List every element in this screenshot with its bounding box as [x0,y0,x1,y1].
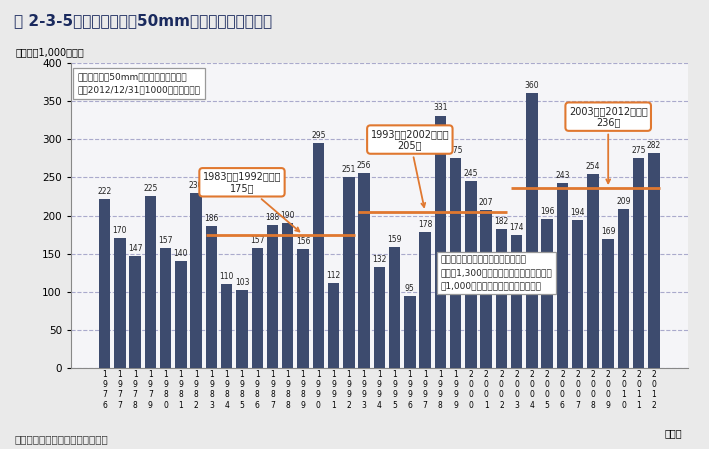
Bar [175,261,186,368]
Text: 275: 275 [632,146,646,155]
Text: 1993年～2002年平均
205回: 1993年～2002年平均 205回 [371,129,449,207]
Text: 254: 254 [586,162,601,171]
Text: 209: 209 [616,197,631,206]
Bar [633,158,644,368]
Bar [465,181,476,368]
Bar [191,193,202,368]
Text: 2003年～2012年平均
236回: 2003年～2012年平均 236回 [569,106,647,183]
Bar [481,210,492,368]
Text: 169: 169 [601,227,615,236]
Text: 360: 360 [525,81,540,90]
Bar [145,197,156,368]
Text: 275: 275 [448,146,463,155]
Text: （回数／1,000地点）: （回数／1,000地点） [16,47,84,57]
Text: 230: 230 [189,180,203,189]
Text: ・１時間降水量の年間延べ発生回数
・全国1,300地点のアメダスより集計した
・1,000地点当たりの回数としている: ・１時間降水量の年間延べ発生回数 ・全国1,300地点のアメダスより集計した ・… [441,255,553,291]
Text: 157: 157 [250,236,264,245]
Text: 188: 188 [265,213,279,222]
Bar [206,226,217,368]
Bar [282,223,294,368]
Text: 207: 207 [479,198,493,207]
Bar [435,115,446,368]
Text: （年）: （年） [664,428,682,438]
Bar [313,143,324,368]
Bar [99,199,111,368]
Bar [343,176,354,368]
Text: 174: 174 [509,223,524,232]
Bar [374,268,385,368]
Bar [572,220,584,368]
Text: 132: 132 [372,255,386,264]
Text: 103: 103 [235,277,250,286]
Bar [648,153,659,368]
Text: 182: 182 [494,217,508,226]
Bar [542,219,553,368]
Bar [160,248,172,368]
Bar [603,239,614,368]
Text: 110: 110 [220,272,234,281]
Text: 225: 225 [143,185,157,194]
Bar [419,232,431,368]
Bar [557,183,568,368]
Bar [496,229,507,368]
Bar [130,256,141,368]
Text: 95: 95 [405,284,415,293]
Text: 196: 196 [540,207,554,216]
Text: 資料：気象庁資料より環境省作成: 資料：気象庁資料より環境省作成 [14,435,108,445]
Text: 156: 156 [296,237,311,246]
Text: 243: 243 [555,171,569,180]
Bar [526,93,537,368]
Text: 112: 112 [326,271,340,280]
Bar [297,249,308,368]
Bar [252,248,263,368]
Bar [358,173,370,368]
Bar [389,247,401,368]
Text: 157: 157 [158,236,173,245]
Text: 140: 140 [174,249,188,258]
Text: 295: 295 [311,131,325,140]
Text: 186: 186 [204,214,218,223]
Text: 194: 194 [571,208,585,217]
Text: 170: 170 [113,226,127,235]
Text: 256: 256 [357,161,372,170]
Bar [587,174,598,368]
Bar [267,224,278,368]
Bar [404,295,415,368]
Text: 282: 282 [647,141,661,150]
Bar [618,209,629,368]
Text: 178: 178 [418,220,432,229]
Text: 1983年～1992年平均
175回: 1983年～1992年平均 175回 [203,172,299,232]
Bar [511,235,523,368]
Text: 190: 190 [281,211,295,220]
Text: 245: 245 [464,169,478,178]
Bar [236,290,247,368]
Text: 331: 331 [433,103,447,112]
Text: 147: 147 [128,244,143,253]
Bar [450,158,462,368]
Text: 251: 251 [342,164,356,174]
Bar [221,284,233,368]
Text: 159: 159 [387,235,402,244]
Text: 図 2-3-5　１時間降水量50mm以上の年間発生回数: 図 2-3-5 １時間降水量50mm以上の年間発生回数 [14,13,272,28]
Bar [328,283,340,368]
Text: １時間降水量50mm以上の年間発生回数
（～2012/12/31・1000地点当たり）: １時間降水量50mm以上の年間発生回数 （～2012/12/31・1000地点当… [77,72,200,94]
Text: 222: 222 [98,187,112,196]
Bar [114,238,125,368]
